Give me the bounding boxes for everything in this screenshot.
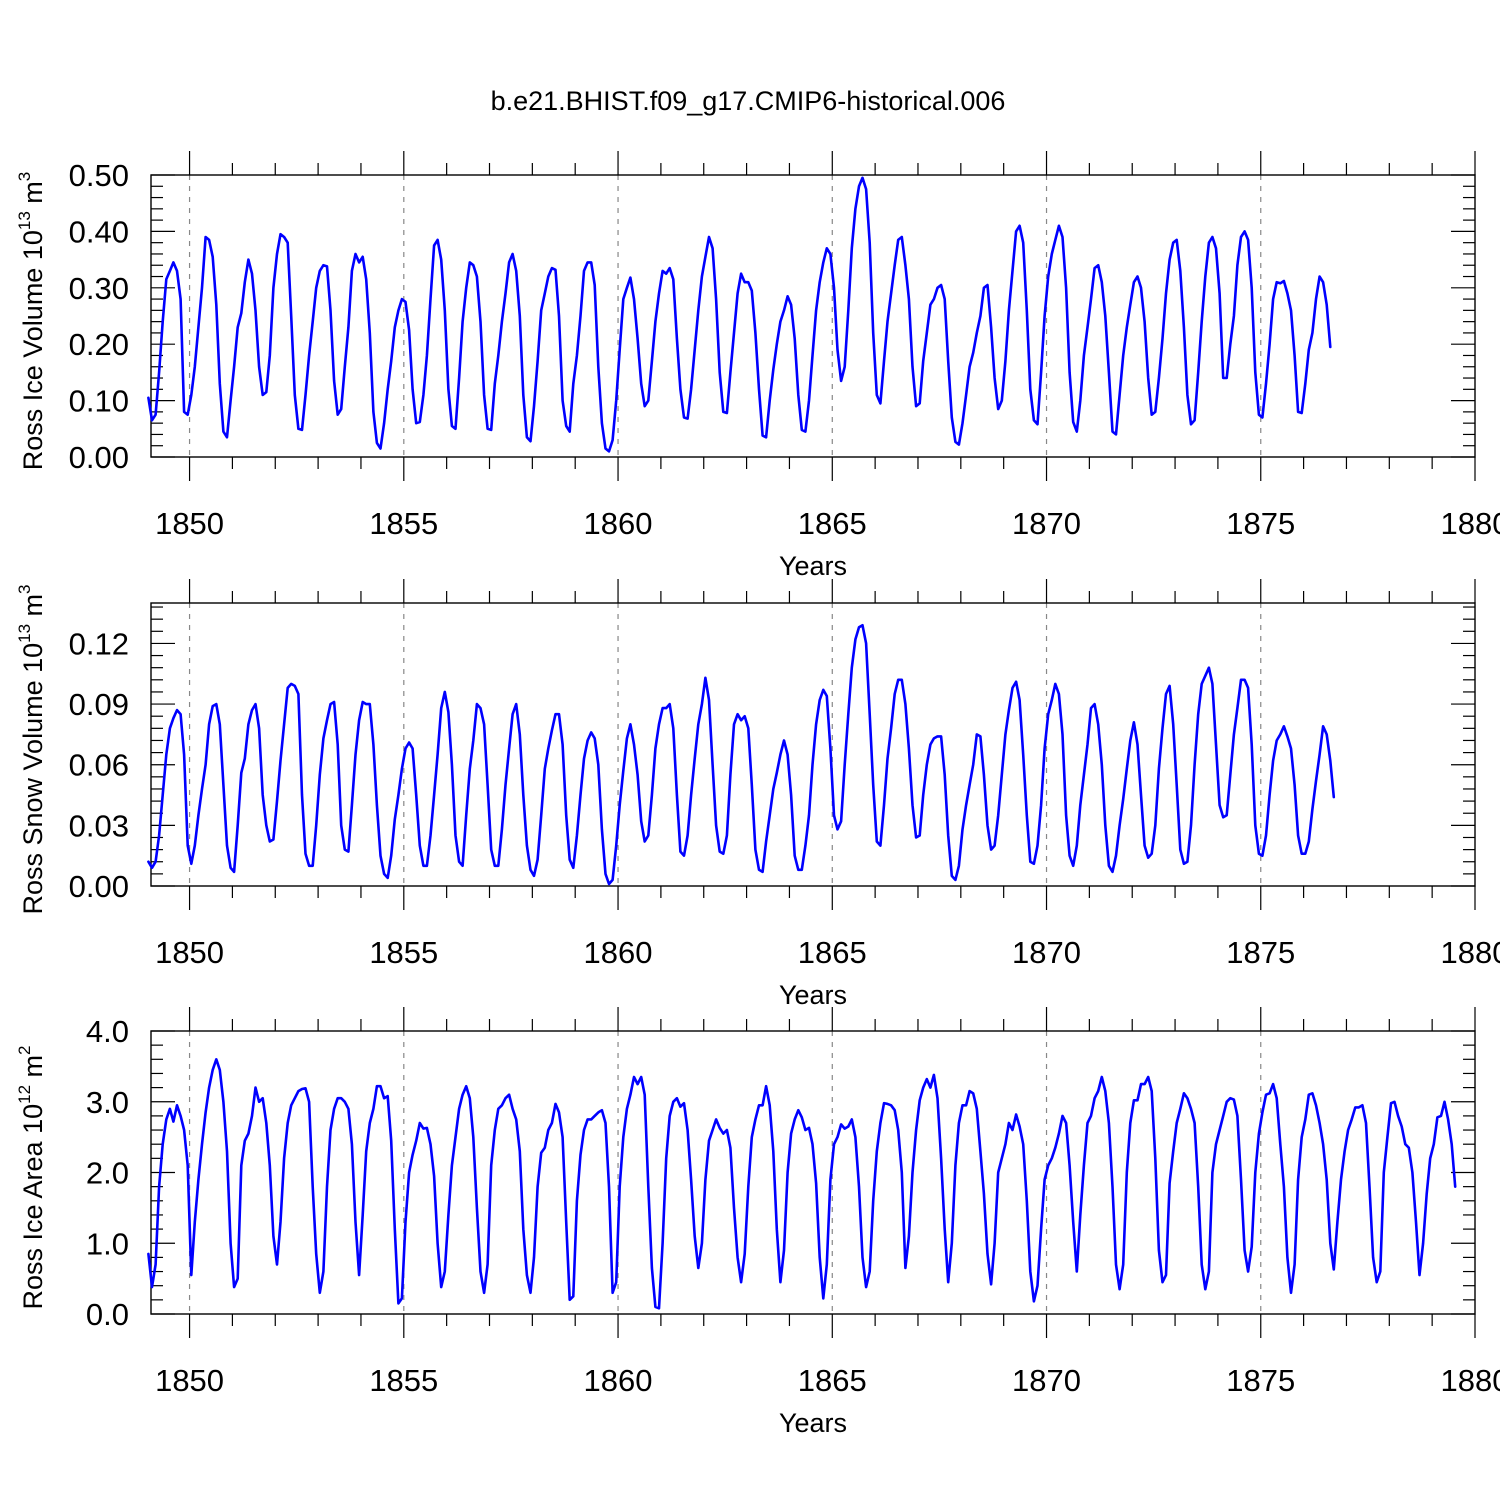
y-axis-label-text: Ross Snow Volume 10 — [18, 643, 48, 915]
y-axis-label-exponent: 13 — [15, 624, 34, 643]
x-tick-label: 1850 — [155, 506, 224, 541]
y-axis-label: Ross Ice Volume 1013 m3 — [15, 172, 48, 471]
y-axis-label-exponent: 13 — [15, 211, 34, 230]
series-line — [147, 1058, 1457, 1310]
x-tick-label: 1860 — [584, 1363, 653, 1398]
y-tick-label: 0.00 — [69, 440, 129, 475]
x-tick-label: 1870 — [1012, 506, 1081, 541]
y-tick-label: 0.10 — [69, 384, 129, 419]
panels: 1850 1855 1860 1865 1870 1875 1880 Years 0.00 0.1… — [15, 151, 1500, 1438]
x-tick-label: 1855 — [369, 935, 438, 970]
x-tick-label: 1850 — [155, 935, 224, 970]
panel-2: 1850 1855 1860 1865 1870 1875 1880 Years 0.00 0.0… — [15, 579, 1500, 1010]
y-axis-label: Ross Ice Area 1012 m2 — [15, 1045, 48, 1309]
x-tick-label: 1880 — [1441, 506, 1500, 541]
y-tick-label: 4.0 — [86, 1014, 129, 1049]
panel-3: 1850 1855 1860 1865 1870 1875 1880 Years 0.0 1.0 2… — [15, 1007, 1500, 1438]
x-tick-label: 1870 — [1012, 1363, 1081, 1398]
y-tick-label: 0.50 — [69, 158, 129, 193]
x-tick-label: 1880 — [1441, 1363, 1500, 1398]
y-tick-label: 2.0 — [86, 1156, 129, 1191]
x-tick-label: 1860 — [584, 506, 653, 541]
x-tick-label: 1865 — [798, 506, 867, 541]
series-line — [147, 176, 1332, 453]
y-tick-label: 0.0 — [86, 1297, 129, 1332]
x-axis-label: Years — [779, 551, 847, 581]
y-axis-label-text: Ross Ice Area 10 — [18, 1104, 48, 1310]
x-axis-label: Years — [779, 1408, 847, 1438]
x-tick-label: 1860 — [584, 935, 653, 970]
y-axis-label-unit: m — [18, 181, 48, 211]
y-tick-label: 0.20 — [69, 327, 129, 362]
x-tick-label: 1875 — [1226, 506, 1295, 541]
plot-frame — [150, 602, 1476, 887]
y-tick-label: 0.00 — [69, 869, 129, 904]
x-axis-label: Years — [779, 980, 847, 1010]
y-tick-label: 0.40 — [69, 214, 129, 249]
y-axis-label-unit-exponent: 3 — [15, 584, 34, 593]
plot-frame — [150, 174, 1476, 458]
x-tick-label: 1880 — [1441, 935, 1500, 970]
x-tick-label: 1855 — [369, 1363, 438, 1398]
y-tick-label: 1.0 — [86, 1226, 129, 1261]
y-axis-label-exponent: 12 — [15, 1085, 34, 1104]
y-tick-label: 0.03 — [69, 808, 129, 843]
x-tick-label: 1855 — [369, 506, 438, 541]
y-tick-label: 0.09 — [69, 687, 129, 722]
chart-title: b.e21.BHIST.f09_g17.CMIP6-historical.006 — [491, 86, 1006, 116]
y-tick-label: 0.30 — [69, 271, 129, 306]
x-tick-label: 1875 — [1226, 1363, 1295, 1398]
y-axis-label-unit-exponent: 2 — [15, 1045, 34, 1054]
x-tick-label: 1870 — [1012, 935, 1081, 970]
series-line — [147, 623, 1336, 886]
y-axis-label: Ross Snow Volume 1013 m3 — [15, 584, 48, 914]
panel-1: 1850 1855 1860 1865 1870 1875 1880 Years 0.00 0.1… — [15, 151, 1500, 581]
y-axis-label-text: Ross Ice Volume 10 — [18, 230, 48, 470]
x-tick-label: 1865 — [798, 1363, 867, 1398]
y-tick-label: 3.0 — [86, 1085, 129, 1120]
x-tick-label: 1850 — [155, 1363, 224, 1398]
x-tick-label: 1865 — [798, 935, 867, 970]
y-tick-label: 0.12 — [69, 626, 129, 661]
y-axis-label-unit: m — [18, 594, 48, 624]
x-tick-label: 1875 — [1226, 935, 1295, 970]
y-axis-label-unit-exponent: 3 — [15, 172, 34, 181]
y-tick-label: 0.06 — [69, 748, 129, 783]
y-axis-label-unit: m — [18, 1055, 48, 1085]
